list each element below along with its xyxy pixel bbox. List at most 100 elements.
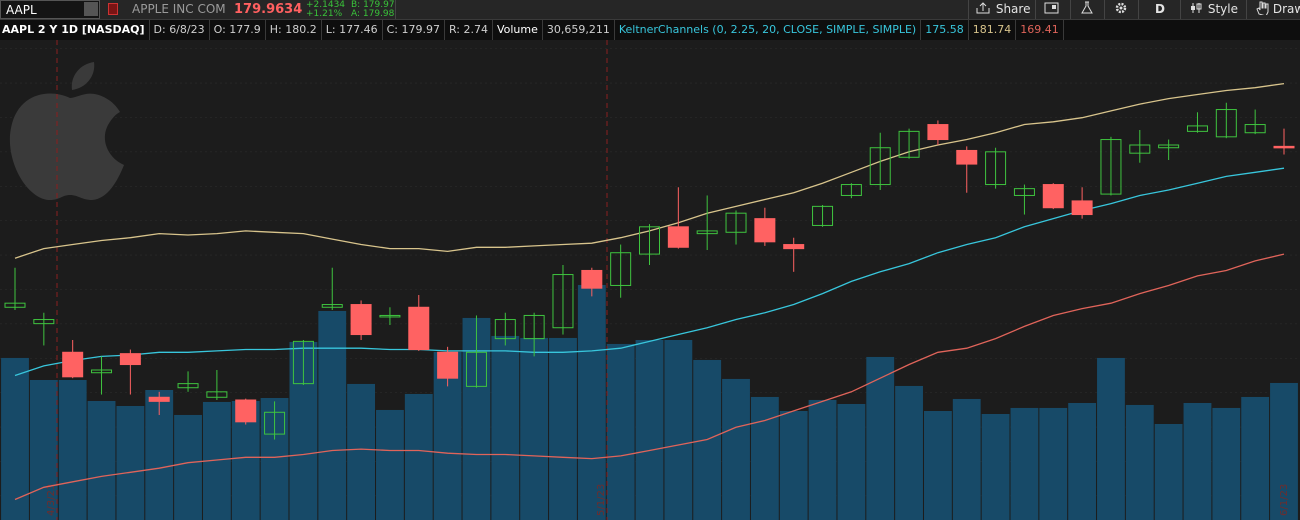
- bar-close: C: 179.97: [383, 20, 445, 40]
- volume-bar: [981, 413, 1010, 520]
- candle-body: [754, 218, 776, 243]
- study-lower: 169.41: [1016, 20, 1064, 40]
- candle-body: [1071, 200, 1093, 216]
- volume-bar: [318, 310, 347, 520]
- volume-bar: [1125, 404, 1154, 520]
- volume-bar: [1, 357, 29, 520]
- candle-body: [292, 340, 314, 385]
- volume-bar: [1039, 407, 1068, 520]
- study-name: KeltnerChannels (0, 2.25, 20, CLOSE, SIM…: [615, 20, 922, 40]
- candle-body: [379, 314, 401, 318]
- volume-bar: [635, 339, 664, 520]
- candle-body: [869, 147, 891, 186]
- candle-body: [119, 353, 141, 366]
- volume-bar: [722, 378, 750, 520]
- share-icon: [976, 2, 990, 14]
- candle-body: [1158, 144, 1180, 149]
- candle-body: [437, 351, 459, 379]
- draw-button[interactable]: Draw: [1255, 0, 1300, 19]
- symbol-input[interactable]: AAPL: [0, 0, 100, 19]
- draw-label: Draw: [1272, 2, 1300, 16]
- candle-body: [927, 124, 949, 141]
- date-marker-label: 4/3/23: [46, 484, 57, 516]
- volume-bar: [750, 396, 779, 520]
- layout-icon: [1044, 2, 1059, 14]
- hand-icon: [1256, 1, 1269, 17]
- volume-bar: [87, 400, 116, 520]
- volume-bar: [1241, 396, 1270, 520]
- candle-body: [812, 205, 834, 226]
- layout-button[interactable]: [1044, 0, 1060, 19]
- candle-body: [667, 226, 689, 248]
- candle-body: [494, 319, 516, 340]
- volume-bar: [520, 337, 549, 520]
- settings-button[interactable]: [1114, 0, 1128, 19]
- volume-bar: [952, 398, 981, 520]
- gear-icon: [1115, 2, 1127, 14]
- candle-body: [62, 351, 84, 378]
- style-button[interactable]: Style: [1190, 0, 1238, 19]
- separator: [968, 0, 969, 19]
- candle-body: [148, 396, 170, 402]
- alert-flag[interactable]: [108, 3, 118, 15]
- company-name: APPLE INC COM: [132, 2, 226, 16]
- candle-body: [350, 304, 372, 336]
- volume-bar: [116, 405, 145, 520]
- candle-body: [898, 130, 920, 158]
- candle-body: [610, 252, 632, 286]
- ask: A: 179.98: [351, 9, 395, 19]
- volume-bar: [837, 403, 866, 520]
- study-upper: 181.74: [969, 20, 1017, 40]
- candle-body: [783, 244, 805, 250]
- candle-body: [321, 304, 343, 308]
- candle-body: [1100, 139, 1122, 195]
- studies-button[interactable]: [1080, 0, 1094, 19]
- volume-bar: [1270, 382, 1298, 520]
- flask-icon: [1081, 1, 1093, 14]
- change-box: +2.1434 +1.21%: [306, 0, 345, 20]
- period-button[interactable]: D: [1155, 2, 1165, 16]
- candle-body: [1042, 184, 1064, 209]
- apple-logo: [9, 62, 124, 200]
- candle-body: [552, 274, 574, 329]
- candle-body: [985, 151, 1007, 186]
- volume-bar: [1068, 402, 1097, 520]
- volume-bar: [1097, 357, 1125, 520]
- volume-bar: [779, 410, 808, 520]
- candle-body: [840, 184, 862, 196]
- volume-value: 30,659,211: [543, 20, 615, 40]
- candle-body: [581, 269, 603, 289]
- volume-bar: [923, 410, 952, 520]
- bar-low: L: 177.46: [322, 20, 383, 40]
- volume-bar: [58, 379, 87, 520]
- symbol-dropdown[interactable]: [84, 2, 98, 16]
- date-marker-label: 6/1/23: [1279, 484, 1290, 516]
- candle-body: [177, 383, 199, 389]
- status-bar: AAPL 2 Y 1D [NASDAQ] D: 6/8/23 O: 177.9 …: [0, 20, 1300, 40]
- last-price: 179.9634: [234, 2, 303, 17]
- chart-title: AAPL 2 Y 1D [NASDAQ]: [0, 20, 150, 40]
- volume-bar: [1183, 402, 1212, 520]
- volume-bar: [808, 399, 837, 520]
- candle-body: [1186, 125, 1208, 132]
- bid-ask-box: B: 179.97 A: 179.98: [351, 0, 395, 20]
- volume-bar: [866, 356, 895, 520]
- candle-body: [1129, 144, 1151, 154]
- study-middle: 175.58: [921, 20, 969, 40]
- separator: [1070, 0, 1071, 19]
- candle-body: [33, 319, 55, 325]
- volume-bar: [549, 337, 577, 520]
- candle-body: [639, 226, 660, 255]
- candle-body: [1244, 124, 1266, 134]
- candle-body: [725, 212, 747, 233]
- volume-bar: [1154, 424, 1183, 520]
- share-button[interactable]: Share: [976, 0, 1030, 19]
- style-icon: [1191, 3, 1202, 13]
- separator: [395, 0, 396, 19]
- channel-line: [14, 253, 1285, 501]
- bar-open: O: 177.9: [210, 20, 266, 40]
- change-pct: +1.21%: [306, 9, 343, 19]
- candle-body: [408, 306, 430, 351]
